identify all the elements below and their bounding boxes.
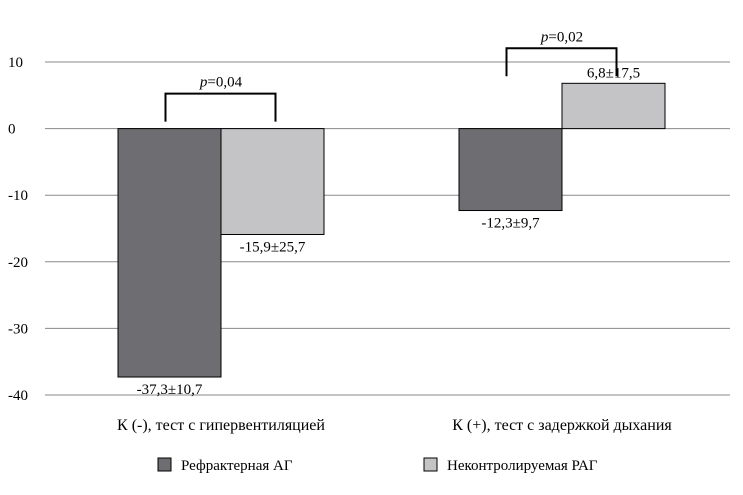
bar-refractory-2 [458,128,563,212]
y-axis-ticks: 10 0 -10 -20 -30 -40 [8,55,28,404]
p-value-label: p=0,02 [540,29,583,45]
y-tick-label: -30 [8,321,28,337]
y-tick-label: -20 [8,255,28,271]
category-label: К (+), тест с задержкой дыхания [452,417,672,434]
data-label: -12,3±9,7 [481,216,540,232]
category-label: К (-), тест с гипервентиляцией [117,417,325,434]
y-tick-label: -10 [8,188,28,204]
significance-bracket [164,92,277,122]
p-value-symbol: p [540,29,549,45]
p-value-label: p=0,04 [199,75,243,91]
p-value-text: =0,04 [207,75,242,91]
y-tick-label: -40 [8,388,28,404]
bar-uncontrolled-2 [561,82,666,130]
y-tick-label: 10 [8,55,23,71]
p-value-symbol: p [199,75,208,91]
data-label: 6,8±17,5 [587,65,640,81]
legend-label: Рефрактерная АГ [181,458,293,474]
legend-swatch-uncontrolled [423,457,438,472]
significance-brackets: p=0,04p=0,02 [164,29,618,122]
p-value-text: =0,02 [548,29,583,45]
bars [117,82,666,378]
data-label: -37,3±10,7 [137,382,203,398]
legend: Рефрактерная АГ Неконтролируемая РАГ [157,457,598,474]
x-axis-categories: К (-), тест с гипервентиляцией К (+), тес… [117,417,672,434]
legend-label: Неконтролируемая РАГ [447,458,598,474]
significance-bracket [505,47,618,77]
legend-swatch-refractory [157,457,172,472]
bar-uncontrolled-1 [220,128,325,235]
bar-refractory-1 [117,128,222,378]
data-label: -15,9±25,7 [240,239,306,255]
y-tick-label: 0 [8,122,16,138]
data-labels: -37,3±10,7 -12,3±9,7 -15,9±25,7 6,8±17,5 [137,65,640,398]
